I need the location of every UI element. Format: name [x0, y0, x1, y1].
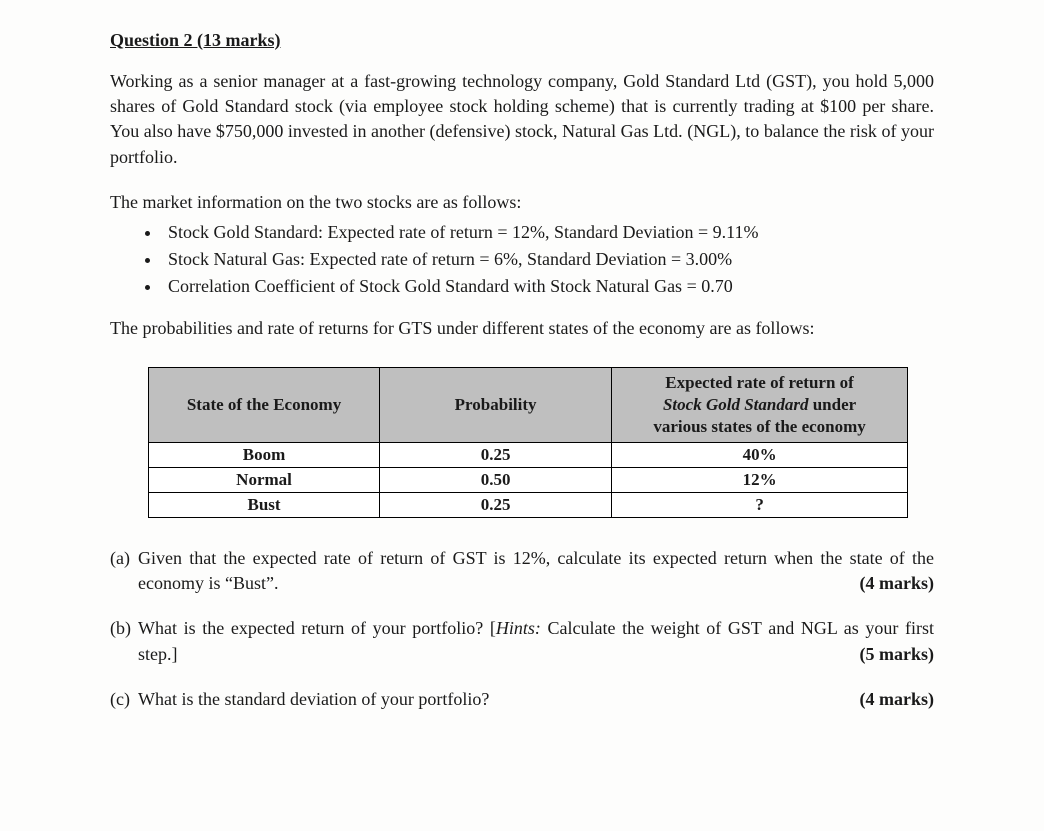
bullet-item: Stock Natural Gas: Expected rate of retu…: [162, 246, 934, 273]
cell-return: 12%: [612, 468, 908, 493]
subq-body: What is the expected return of your port…: [138, 616, 934, 666]
col-header-probability: Probability: [380, 367, 612, 442]
cell-return: 40%: [612, 443, 908, 468]
subquestion-a: (a) Given that the expected rate of retu…: [110, 546, 934, 596]
table-row: Bust 0.25 ?: [149, 493, 908, 518]
question-page: Question 2 (13 marks) Working as a senio…: [0, 0, 1044, 732]
economy-table: State of the Economy Probability Expecte…: [148, 367, 908, 518]
subq-marks: (5 marks): [860, 642, 935, 667]
table-row: Boom 0.25 40%: [149, 443, 908, 468]
subq-text-pre: What is the expected return of your port…: [138, 618, 496, 638]
header-return-line3: various states of the economy: [653, 417, 865, 436]
subq-marks: (4 marks): [860, 571, 935, 596]
economy-table-wrap: State of the Economy Probability Expecte…: [148, 367, 934, 518]
header-return-line2-suffix: under: [808, 395, 856, 414]
bullet-item: Stock Gold Standard: Expected rate of re…: [162, 219, 934, 246]
table-row: Normal 0.50 12%: [149, 468, 908, 493]
cell-return: ?: [612, 493, 908, 518]
subq-marks: (4 marks): [860, 687, 935, 712]
subq-body: Given that the expected rate of return o…: [138, 546, 934, 596]
cell-state: Normal: [149, 468, 380, 493]
question-heading: Question 2 (13 marks): [110, 30, 934, 51]
subquestion-c: (c) What is the standard deviation of yo…: [110, 687, 934, 712]
cell-prob: 0.50: [380, 468, 612, 493]
bullet-item: Correlation Coefficient of Stock Gold St…: [162, 273, 934, 300]
subq-label: (b): [110, 616, 138, 666]
subq-body: What is the standard deviation of your p…: [138, 687, 934, 712]
cell-prob: 0.25: [380, 493, 612, 518]
intro-paragraph: Working as a senior manager at a fast-gr…: [110, 69, 934, 170]
subq-text: What is the standard deviation of your p…: [138, 689, 489, 709]
cell-prob: 0.25: [380, 443, 612, 468]
probabilities-intro: The probabilities and rate of returns fo…: [110, 318, 934, 339]
cell-state: Bust: [149, 493, 380, 518]
header-return-stockname: Stock Gold Standard: [663, 395, 808, 414]
cell-state: Boom: [149, 443, 380, 468]
col-header-state: State of the Economy: [149, 367, 380, 442]
header-return-line1: Expected rate of return of: [665, 373, 854, 392]
market-info-list: Stock Gold Standard: Expected rate of re…: [110, 219, 934, 300]
hints-label: Hints:: [496, 618, 541, 638]
col-header-return: Expected rate of return of Stock Gold St…: [612, 367, 908, 442]
subquestion-b: (b) What is the expected return of your …: [110, 616, 934, 666]
market-info-intro: The market information on the two stocks…: [110, 192, 934, 213]
subq-label: (c): [110, 687, 138, 712]
subq-text: Given that the expected rate of return o…: [138, 548, 934, 593]
subq-label: (a): [110, 546, 138, 596]
